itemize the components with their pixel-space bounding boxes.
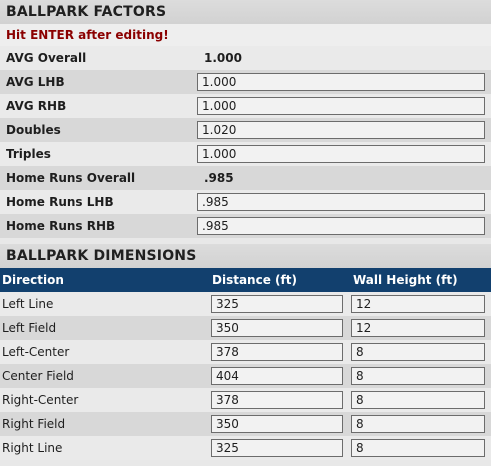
wall-height-input[interactable] bbox=[351, 319, 485, 337]
ballpark-factors-title: BALLPARK FACTORS bbox=[0, 0, 491, 24]
direction-label: Right Line bbox=[2, 441, 63, 455]
factor-value-readonly: 1.000 bbox=[204, 51, 242, 65]
column-header-distance: Distance (ft) bbox=[212, 273, 297, 287]
factor-value-readonly: .985 bbox=[204, 171, 234, 185]
wall-height-input[interactable] bbox=[351, 439, 485, 457]
avg-rhb-input[interactable] bbox=[197, 97, 485, 115]
distance-input[interactable] bbox=[211, 319, 343, 337]
distance-input[interactable] bbox=[211, 439, 343, 457]
column-header-direction: Direction bbox=[2, 273, 64, 287]
column-header-wall-height: Wall Height (ft) bbox=[353, 273, 458, 287]
table-row: Right Line bbox=[0, 436, 491, 460]
wall-height-input[interactable] bbox=[351, 391, 485, 409]
table-row: Left Field bbox=[0, 316, 491, 340]
table-row: Right Field bbox=[0, 412, 491, 436]
direction-label: Right-Center bbox=[2, 393, 79, 407]
wall-height-input[interactable] bbox=[351, 367, 485, 385]
factor-row-avg-overall: AVG Overall 1.000 bbox=[0, 46, 491, 70]
ballpark-dimensions-title: BALLPARK DIMENSIONS bbox=[0, 244, 491, 268]
direction-label: Right Field bbox=[2, 417, 66, 431]
distance-input[interactable] bbox=[211, 295, 343, 313]
factor-row-doubles: Doubles bbox=[0, 118, 491, 142]
hr-lhb-input[interactable] bbox=[197, 193, 485, 211]
factor-row-triples: Triples bbox=[0, 142, 491, 166]
distance-input[interactable] bbox=[211, 343, 343, 361]
edit-notice: Hit ENTER after editing! bbox=[0, 24, 491, 46]
wall-height-input[interactable] bbox=[351, 343, 485, 361]
triples-input[interactable] bbox=[197, 145, 485, 163]
direction-label: Left Field bbox=[2, 321, 57, 335]
factor-label: Home Runs LHB bbox=[6, 195, 114, 209]
direction-label: Center Field bbox=[2, 369, 74, 383]
factor-label: Triples bbox=[6, 147, 51, 161]
factor-row-hr-lhb: Home Runs LHB bbox=[0, 190, 491, 214]
table-row: Center Field bbox=[0, 364, 491, 388]
distance-input[interactable] bbox=[211, 415, 343, 433]
factor-row-avg-rhb: AVG RHB bbox=[0, 94, 491, 118]
factor-label: Doubles bbox=[6, 123, 61, 137]
table-row: Right-Center bbox=[0, 388, 491, 412]
factor-label: AVG Overall bbox=[6, 51, 87, 65]
factor-row-hr-rhb: Home Runs RHB bbox=[0, 214, 491, 238]
factor-label: AVG LHB bbox=[6, 75, 65, 89]
wall-height-input[interactable] bbox=[351, 295, 485, 313]
direction-label: Left-Center bbox=[2, 345, 70, 359]
avg-lhb-input[interactable] bbox=[197, 73, 485, 91]
wall-height-input[interactable] bbox=[351, 415, 485, 433]
distance-input[interactable] bbox=[211, 391, 343, 409]
dimensions-table-header: Direction Distance (ft) Wall Height (ft) bbox=[0, 268, 491, 292]
factor-label: Home Runs RHB bbox=[6, 219, 116, 233]
table-row: Left-Center bbox=[0, 340, 491, 364]
hr-rhb-input[interactable] bbox=[197, 217, 485, 235]
table-row: Left Line bbox=[0, 292, 491, 316]
factor-label: AVG RHB bbox=[6, 99, 67, 113]
distance-input[interactable] bbox=[211, 367, 343, 385]
factor-label: Home Runs Overall bbox=[6, 171, 136, 185]
doubles-input[interactable] bbox=[197, 121, 485, 139]
factor-row-avg-lhb: AVG LHB bbox=[0, 70, 491, 94]
factor-row-hr-overall: Home Runs Overall .985 bbox=[0, 166, 491, 190]
direction-label: Left Line bbox=[2, 297, 54, 311]
